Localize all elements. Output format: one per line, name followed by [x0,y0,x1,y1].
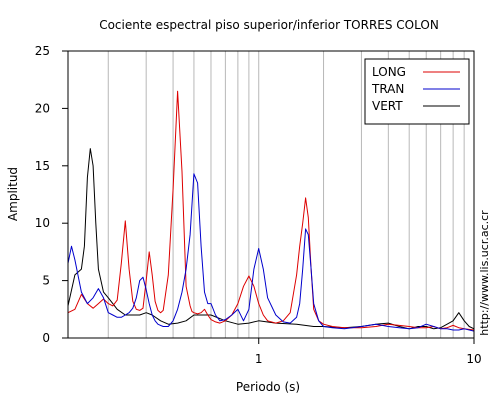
legend-label-vert: VERT [372,99,403,113]
series-line-tran [67,173,475,332]
y-axis-label: Amplitud [6,167,20,221]
x-tick-label: 10 [466,352,481,366]
legend-label-long: LONG [372,65,406,79]
series-line-vert [67,148,475,330]
series-group [67,90,475,332]
y-tick-label: 15 [35,159,50,173]
y-tick-label: 20 [35,101,50,115]
chart-title: Cociente espectral piso superior/inferio… [99,18,439,32]
plot-frame [67,50,475,339]
y-tick-label: 0 [42,331,50,345]
y-tick-label: 25 [35,44,50,58]
y-tick-label: 5 [42,274,50,288]
series-line-long [67,90,475,331]
legend-label-tran: TRAN [371,82,404,96]
y-tick-label: 10 [35,216,50,230]
watermark: http://www.lis.ucr.ac.cr [478,210,491,336]
axis-ticks: 0 5 10 15 20 25 1 10 [35,44,482,366]
legend: LONG TRAN VERT [364,58,470,125]
x-tick-label: 1 [255,352,263,366]
x-axis-label: Periodo (s) [236,380,300,394]
legend-box [364,58,470,125]
